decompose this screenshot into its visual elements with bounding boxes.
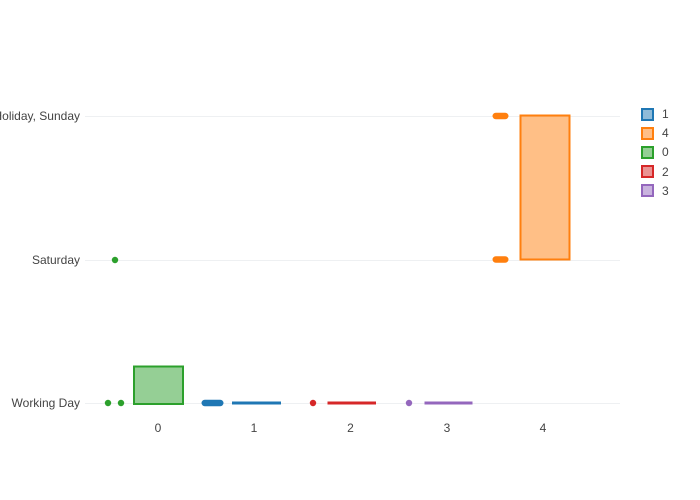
point-mark-trace-0[interactable] xyxy=(104,399,112,407)
legend-swatch xyxy=(641,107,654,121)
point-mark-trace-2[interactable] xyxy=(309,399,317,407)
point-mark-trace-3[interactable] xyxy=(405,399,413,407)
legend-label: 4 xyxy=(662,126,669,141)
legend-swatch xyxy=(641,126,654,140)
box-mark-trace-0[interactable] xyxy=(133,365,184,405)
point-mark-trace-0[interactable] xyxy=(111,256,119,264)
x-tick-label: 4 xyxy=(539,421,547,435)
point-cluster-trace-4[interactable] xyxy=(492,256,509,263)
x-tick-label: 1 xyxy=(250,421,258,435)
y-tick-label: Holiday, Sunday xyxy=(0,109,80,123)
legend-item-4[interactable]: 4 xyxy=(641,126,669,140)
legend-item-2[interactable]: 2 xyxy=(641,165,669,179)
legend-item-1[interactable]: 1 xyxy=(641,107,669,121)
point-mark-trace-0[interactable] xyxy=(117,399,125,407)
x-tick-label: 2 xyxy=(347,421,354,435)
legend-swatch xyxy=(641,184,654,198)
x-tick-label: 3 xyxy=(443,421,451,435)
legend-item-3[interactable]: 3 xyxy=(641,184,669,198)
y-tick-label: Saturday xyxy=(31,253,80,267)
legend-label: 1 xyxy=(662,107,669,121)
y-tick-label: Working Day xyxy=(11,396,80,410)
legend-swatch xyxy=(641,145,654,159)
legend-item-0[interactable]: 0 xyxy=(641,145,669,159)
x-tick-label: 0 xyxy=(154,421,162,435)
legend-label: 2 xyxy=(662,164,669,179)
legend-swatch xyxy=(641,165,654,179)
point-cluster-trace-1[interactable] xyxy=(201,399,224,407)
legend-label: 3 xyxy=(662,183,669,198)
box-mark-trace-4[interactable] xyxy=(519,114,571,261)
point-cluster-trace-4[interactable] xyxy=(492,112,509,120)
legend-label: 0 xyxy=(662,145,669,160)
